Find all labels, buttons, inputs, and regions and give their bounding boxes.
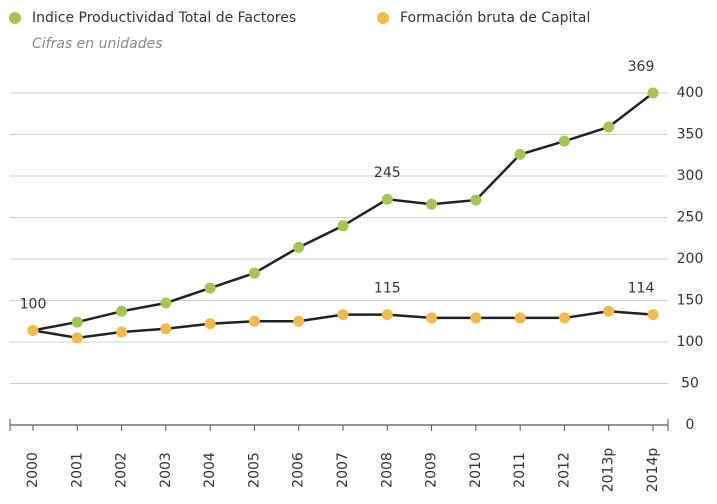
data-point — [337, 309, 349, 321]
y-tick-label: 50 — [681, 376, 699, 392]
data-point — [426, 198, 438, 210]
x-tick-label: 2010 — [468, 452, 484, 488]
legend-label: Indice Productividad Total de Factores — [32, 10, 296, 26]
x-tick-label: 2013p — [601, 448, 617, 493]
data-point — [470, 312, 482, 324]
data-point — [337, 220, 349, 232]
data-point — [558, 312, 570, 324]
data-point — [116, 305, 128, 317]
x-tick-label: 2005 — [246, 452, 262, 488]
data-point — [558, 135, 570, 147]
data-point — [71, 316, 83, 328]
y-tick-label: 400 — [677, 85, 704, 101]
x-tick-label: 2007 — [335, 452, 351, 488]
legend-marker — [377, 12, 389, 24]
series-line — [32, 92, 654, 332]
x-tick-label: 2003 — [158, 452, 174, 488]
data-point — [204, 282, 216, 294]
x-tick-label: 2014p — [645, 448, 661, 493]
y-tick-label: 100 — [677, 334, 704, 350]
y-tick-label: 350 — [677, 127, 704, 143]
data-point — [71, 332, 83, 344]
x-tick-label: 2002 — [114, 452, 130, 488]
data-point — [514, 148, 526, 160]
data-point — [426, 312, 438, 324]
annotation: 100 — [20, 296, 47, 312]
data-point — [160, 323, 172, 335]
data-point — [514, 312, 526, 324]
annotation: 115 — [374, 281, 401, 297]
data-point — [27, 324, 39, 336]
data-point — [293, 241, 305, 253]
x-tick-label: 2008 — [379, 452, 395, 488]
x-tick-label: 2000 — [25, 452, 41, 488]
data-point — [248, 315, 260, 327]
y-tick-label: 300 — [677, 168, 704, 184]
y-tick-label: 250 — [677, 210, 704, 226]
legend-marker — [9, 12, 21, 24]
x-tick-label: 2006 — [291, 452, 307, 488]
y-tick-label: 200 — [677, 251, 704, 267]
data-point — [470, 194, 482, 206]
data-point — [381, 309, 393, 321]
data-point — [248, 267, 260, 279]
x-tick-label: 2004 — [202, 452, 218, 488]
annotation: 114 — [628, 281, 655, 297]
data-point — [647, 309, 659, 321]
annotation: 245 — [374, 165, 401, 181]
y-tick-label: 0 — [686, 417, 695, 433]
data-point — [603, 121, 615, 133]
data-point — [160, 297, 172, 309]
x-tick-label: 2011 — [512, 452, 528, 488]
subtitle: Cifras en unidades — [32, 36, 163, 52]
y-tick-label: 150 — [677, 293, 704, 309]
data-point — [647, 87, 659, 99]
x-tick-label: 2012 — [556, 452, 572, 488]
data-point — [116, 326, 128, 338]
data-point — [603, 305, 615, 317]
annotation: 369 — [628, 59, 655, 75]
x-tick-label: 2009 — [424, 452, 440, 488]
legend-label: Formación bruta de Capital — [400, 10, 590, 26]
data-point — [293, 315, 305, 327]
data-point — [381, 193, 393, 205]
data-point — [204, 318, 216, 330]
x-tick-label: 2001 — [69, 452, 85, 488]
